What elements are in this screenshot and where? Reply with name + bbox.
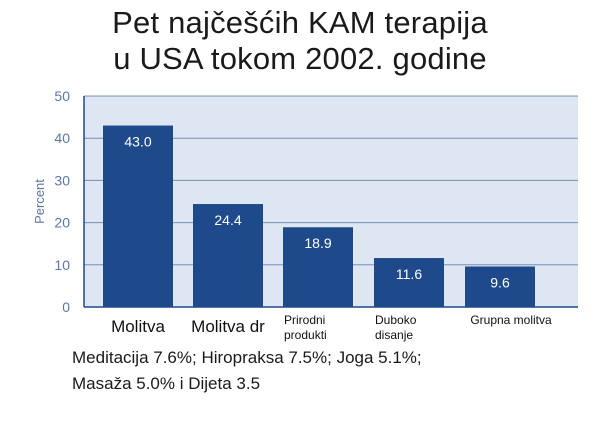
y-tick-label: 40 <box>54 130 70 146</box>
y-axis-label: Percent <box>32 179 47 224</box>
bar <box>374 258 444 307</box>
x-category-label: Duboko <box>375 313 417 327</box>
x-category-label: Molitva <box>111 317 165 336</box>
x-category-label: Prirodni <box>284 313 325 327</box>
y-tick-label: 10 <box>54 257 70 273</box>
y-tick-label: 20 <box>54 215 70 231</box>
x-category-label: disanje <box>375 328 413 342</box>
x-category-label: Grupna molitva <box>470 313 552 327</box>
chart-title-line-1: Pet najčešćih KAM terapija <box>112 5 488 40</box>
bar <box>465 266 535 307</box>
footnote-line-2: Masaža 5.0% i Dijeta 3.5 <box>72 374 261 393</box>
y-tick-label: 0 <box>62 299 70 315</box>
footnote-line-1: Meditacija 7.6%; Hiropraksa 7.5%; Joga 5… <box>72 348 422 367</box>
bar <box>283 227 353 307</box>
chart-title-line-2: u USA tokom 2002. godine <box>113 41 487 76</box>
bar-value-label: 24.4 <box>214 212 241 228</box>
bar-value-label: 9.6 <box>490 274 510 290</box>
bar <box>193 204 263 307</box>
y-tick-label: 30 <box>54 172 70 188</box>
x-category-label: produkti <box>284 328 327 342</box>
y-tick-label: 50 <box>54 88 70 104</box>
bar-value-label: 11.6 <box>396 266 422 282</box>
bar-value-label: 43.0 <box>124 134 151 150</box>
bar-value-label: 18.9 <box>304 235 331 251</box>
bar <box>103 125 173 307</box>
x-category-label: Molitva dr <box>191 317 265 336</box>
